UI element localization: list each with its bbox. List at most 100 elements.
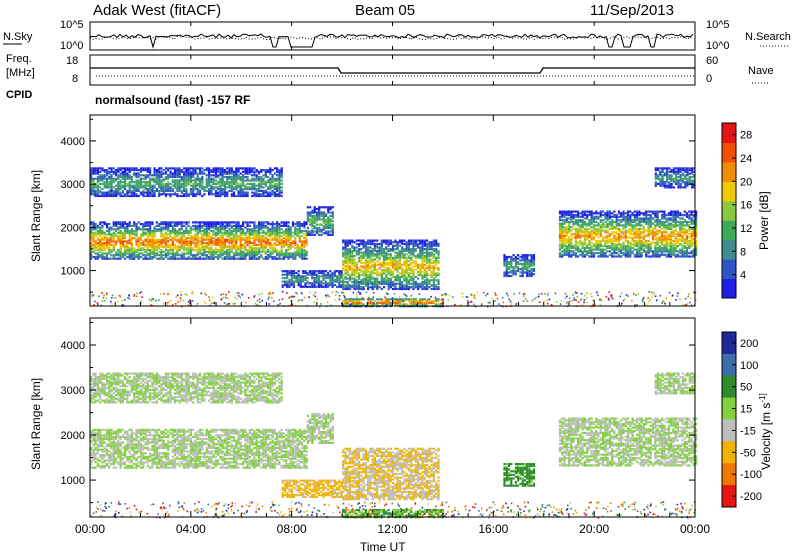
echo-cell <box>99 242 102 245</box>
echo-cell <box>282 254 285 257</box>
echo-cell <box>205 179 208 182</box>
echo-cell <box>382 300 386 303</box>
echo-cell <box>367 239 370 242</box>
noise-sky-trace <box>89 33 694 49</box>
echo-cell <box>219 245 222 248</box>
echo-cell <box>201 257 204 260</box>
echo-cell <box>267 257 270 260</box>
echo-cell <box>96 247 99 250</box>
echo-cell <box>242 250 245 253</box>
echo-cell <box>155 247 158 250</box>
echo-cell <box>378 251 381 254</box>
echo-cell <box>508 266 511 269</box>
echo-cell <box>311 228 314 231</box>
echo-cell <box>273 191 276 194</box>
echo-cell <box>595 239 598 243</box>
echo-cell <box>162 184 165 187</box>
echo-cell <box>295 278 298 281</box>
echo-cell <box>360 261 363 265</box>
echo-cell <box>285 238 288 241</box>
echo-cell <box>313 271 316 275</box>
echo-cell <box>301 235 304 238</box>
echo-cell <box>344 272 347 275</box>
echo-region <box>90 221 308 260</box>
echo-cell <box>217 167 220 170</box>
echo-cell <box>570 241 573 244</box>
echo-cell <box>173 235 177 238</box>
echo-cell <box>119 235 122 238</box>
echo-cell <box>590 217 593 220</box>
echo-cell <box>298 255 301 259</box>
echo-cell <box>239 252 242 255</box>
echo-cell <box>423 282 426 285</box>
echo-cell <box>101 182 104 185</box>
echo-cell <box>153 174 156 177</box>
echo-cell <box>248 245 251 248</box>
echo-cell <box>128 236 131 240</box>
echo-cell <box>301 250 304 253</box>
echo-cell <box>153 189 156 192</box>
echo-cell <box>597 255 600 258</box>
echo-cell <box>105 170 109 173</box>
echo-cell <box>212 181 215 184</box>
echo-cell <box>417 286 420 289</box>
echo-cell <box>435 284 438 287</box>
echo-cell <box>230 242 233 245</box>
echo-cell <box>369 267 372 270</box>
echo-cell <box>219 177 222 180</box>
echo-cell <box>588 236 591 239</box>
echo-cell <box>568 227 571 230</box>
echo-cell <box>285 250 288 253</box>
echo-cell <box>423 274 426 277</box>
echo-cell <box>398 239 401 242</box>
echo-cell <box>624 212 627 215</box>
echo-cell <box>153 242 156 245</box>
echo-cell <box>512 254 515 257</box>
echo-cell <box>421 267 424 270</box>
echo-cell <box>246 250 249 253</box>
echo-cell <box>124 177 127 180</box>
echo-cell <box>280 169 283 172</box>
echo-cell <box>344 284 347 287</box>
echo-cell <box>558 217 562 220</box>
echo-cell <box>144 245 147 248</box>
echo-cell <box>189 228 192 231</box>
echo-cell <box>198 243 202 246</box>
echo-cell <box>586 210 589 213</box>
echo-cell <box>320 284 323 287</box>
echo-cell <box>306 280 309 283</box>
echo-cell <box>183 174 186 177</box>
echo-cell <box>108 236 111 240</box>
echo-cell <box>164 235 168 238</box>
echo-cell <box>620 229 623 232</box>
echo-cell <box>320 270 323 273</box>
echo-cell <box>526 261 529 264</box>
echo-cell <box>205 254 208 257</box>
echo-cell <box>282 252 285 255</box>
echo-cell <box>382 260 386 263</box>
echo-cell <box>592 215 596 218</box>
echo-cell <box>117 250 120 253</box>
echo-cell <box>119 172 122 175</box>
echo-cell <box>251 250 254 253</box>
echo-cell <box>287 254 290 257</box>
echo-cell <box>510 264 513 267</box>
echo-cell <box>189 247 192 250</box>
echo-cell <box>313 233 316 236</box>
echo-cell <box>292 271 296 275</box>
echo-cell <box>351 267 354 270</box>
echo-cell <box>369 275 372 278</box>
echo-cell <box>342 303 345 306</box>
echo-cell <box>246 238 249 241</box>
echo-cell <box>313 221 316 224</box>
echo-cell <box>153 177 156 180</box>
echo-cell <box>346 282 349 285</box>
echo-cell <box>176 179 179 182</box>
echo-cell <box>144 238 147 241</box>
echo-cell <box>407 268 411 271</box>
echo-cell <box>318 206 321 209</box>
echo-cell <box>164 243 168 246</box>
echo-cell <box>303 255 306 259</box>
echo-cell <box>230 189 233 192</box>
echo-cell <box>572 222 575 225</box>
